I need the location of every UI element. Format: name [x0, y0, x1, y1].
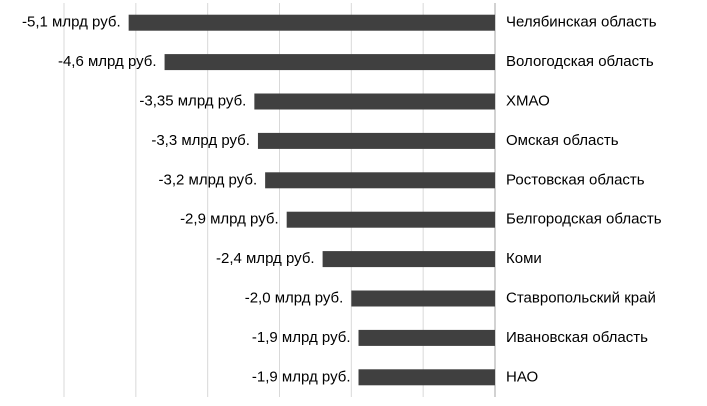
y-tick-label: Челябинская область	[506, 14, 657, 31]
value-label: -4,6 млрд руб.	[58, 53, 157, 70]
y-tick-label: Вологодская область	[506, 53, 654, 70]
value-label: -2,0 млрд руб.	[245, 289, 344, 306]
y-tick-label: Коми	[506, 250, 542, 267]
value-label: -3,3 млрд руб.	[151, 132, 250, 149]
y-tick-label: Белгородская область	[506, 211, 662, 228]
value-label: -5,1 млрд руб.	[22, 14, 121, 31]
value-label: -3,35 млрд руб.	[139, 92, 246, 109]
bar	[286, 211, 495, 228]
y-tick-label: Ивановская область	[506, 329, 648, 346]
value-label: -1,9 млрд руб.	[252, 368, 351, 385]
y-tick-label: НАО	[506, 368, 538, 385]
bar	[128, 14, 495, 31]
bar	[257, 132, 495, 149]
y-tick-label: Ставропольский край	[506, 289, 656, 306]
value-label: -2,9 млрд руб.	[180, 211, 279, 228]
value-label: -3,2 млрд руб.	[159, 171, 258, 188]
bar	[351, 290, 495, 307]
value-label: -2,4 млрд руб.	[216, 250, 315, 267]
bar	[358, 329, 495, 346]
bar	[254, 93, 495, 110]
bar	[265, 172, 495, 189]
value-label: -1,9 млрд руб.	[252, 329, 351, 346]
y-tick-label: Ростовская область	[506, 171, 645, 188]
y-tick-label: ХМАО	[506, 92, 550, 109]
bar	[164, 54, 496, 71]
bar	[358, 369, 495, 386]
y-tick-label: Омская область	[506, 132, 619, 149]
bar	[322, 251, 495, 268]
